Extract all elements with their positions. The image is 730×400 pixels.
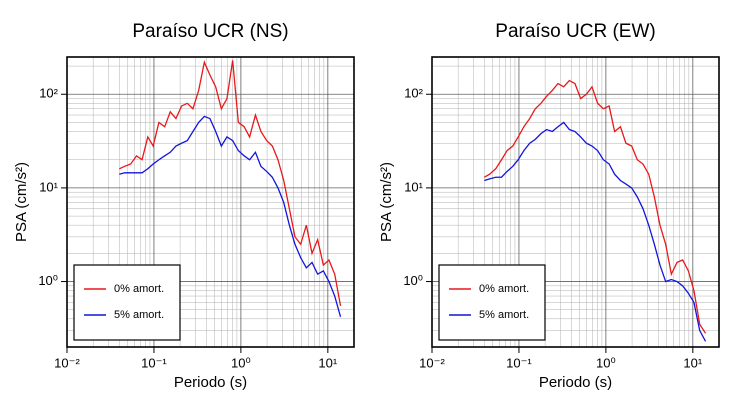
x-axis-label: Periodo (s) — [539, 374, 612, 391]
x-tick-label: 10¹ — [318, 355, 337, 370]
x-tick-label: 10¹ — [683, 355, 702, 370]
x-tick-label: 10⁻¹ — [141, 355, 167, 370]
plot-frame — [66, 56, 355, 348]
legend-label: 5% amort. — [114, 309, 164, 321]
y-axis-label: PSA (cm/s²) — [13, 162, 30, 242]
chart-title: Paraíso UCR (EW) — [495, 21, 655, 42]
y-tick-label: 10⁰ — [38, 273, 58, 288]
y-tick-label: 10² — [39, 86, 58, 101]
legend-label: 0% amort. — [479, 283, 529, 295]
x-axis-label: Periodo (s) — [174, 374, 247, 391]
series-line — [119, 60, 342, 306]
legend-box — [73, 264, 181, 341]
chart-title: Paraíso UCR (NS) — [132, 21, 288, 42]
x-tick-label: 10⁻² — [54, 355, 80, 370]
y-tick-label: 10¹ — [39, 179, 58, 194]
series-line — [484, 121, 707, 342]
y-tick-label: 10⁰ — [403, 273, 423, 288]
x-tick-label: 10⁰ — [596, 355, 616, 370]
y-axis-label: PSA (cm/s²) — [378, 162, 395, 242]
y-tick-label: 10² — [404, 86, 423, 101]
plot-frame — [431, 56, 720, 348]
y-tick-label: 10¹ — [404, 179, 423, 194]
x-tick-label: 10⁻² — [419, 355, 445, 370]
legend-box — [438, 264, 546, 341]
legend-label: 0% amort. — [114, 283, 164, 295]
x-tick-label: 10⁻¹ — [506, 355, 532, 370]
x-tick-label: 10⁰ — [231, 355, 251, 370]
series-line — [484, 79, 707, 334]
series-line — [119, 115, 342, 318]
legend-label: 5% amort. — [479, 309, 529, 321]
